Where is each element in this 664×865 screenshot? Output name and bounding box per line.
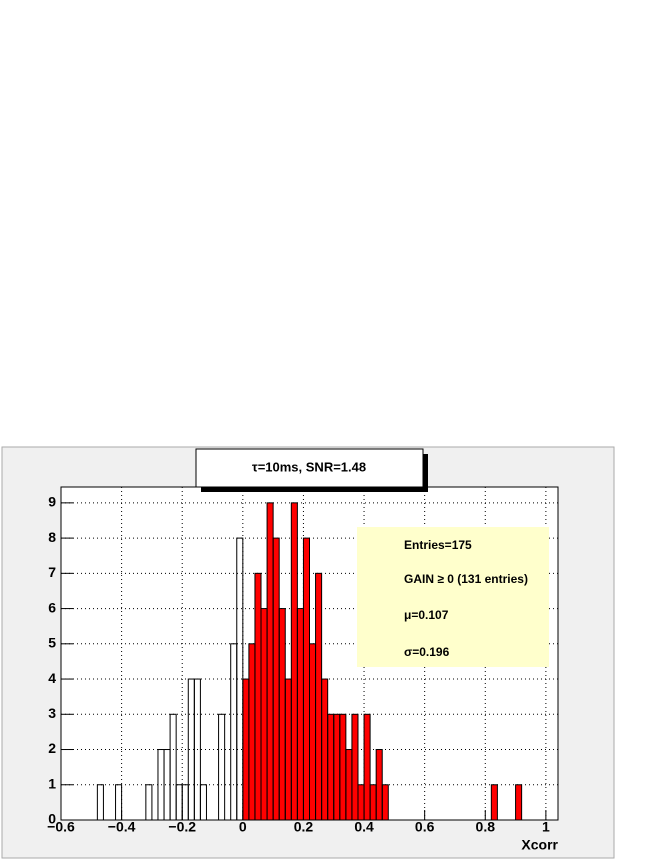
stats-line: σ=0.196 <box>404 645 450 659</box>
x-tick-label: −0.6 <box>47 819 75 835</box>
y-tick-label: 2 <box>48 740 56 756</box>
bar <box>376 749 383 820</box>
x-tick-label: 0 <box>239 819 247 835</box>
x-tick-label: 1 <box>542 819 550 835</box>
bar <box>309 643 316 820</box>
y-tick-label: 8 <box>48 529 56 545</box>
x-tick-label: 0.6 <box>415 819 435 835</box>
bar <box>285 679 292 820</box>
y-tick-label: 7 <box>48 564 56 580</box>
stats-line: Entries=175 <box>404 538 472 552</box>
bar <box>491 784 498 820</box>
bar <box>248 643 255 820</box>
bar <box>364 714 371 820</box>
bar <box>261 608 268 820</box>
bar <box>327 714 334 820</box>
bar <box>303 538 310 820</box>
title-box <box>195 448 424 488</box>
bar <box>370 784 377 820</box>
x-tick-label: 0.2 <box>294 819 314 835</box>
bar <box>242 679 249 820</box>
bar <box>321 679 328 820</box>
y-tick-label: 6 <box>48 599 56 615</box>
stats-line: μ=0.107 <box>404 608 449 622</box>
y-tick-label: 0 <box>48 811 56 827</box>
x-axis-label: Xcorr <box>521 837 558 853</box>
stats-box <box>357 527 549 667</box>
bar <box>357 784 365 820</box>
bar <box>273 538 280 820</box>
bar <box>333 714 340 820</box>
y-tick-label: 3 <box>48 705 56 721</box>
bar <box>267 502 274 820</box>
y-tick-label: 5 <box>48 635 56 651</box>
bar <box>339 714 346 820</box>
bar <box>254 573 262 820</box>
bar <box>291 502 298 820</box>
chart-title: τ=10ms, SNR=1.48 <box>252 459 366 474</box>
x-tick-label: 0.4 <box>354 819 374 835</box>
bar <box>351 714 358 820</box>
bar <box>297 608 304 820</box>
bar <box>345 749 352 820</box>
y-tick-label: 1 <box>48 775 56 791</box>
y-tick-label: 4 <box>48 670 56 686</box>
y-tick-label: 9 <box>48 494 56 510</box>
stats-line: GAIN ≥ 0 (131 entries) <box>404 572 528 586</box>
x-tick-label: −0.2 <box>168 819 196 835</box>
bar <box>515 784 522 820</box>
bar <box>382 784 389 820</box>
x-tick-label: −0.4 <box>108 819 136 835</box>
x-tick-label: 0.8 <box>476 819 496 835</box>
bar <box>315 573 322 820</box>
bar <box>279 608 286 820</box>
